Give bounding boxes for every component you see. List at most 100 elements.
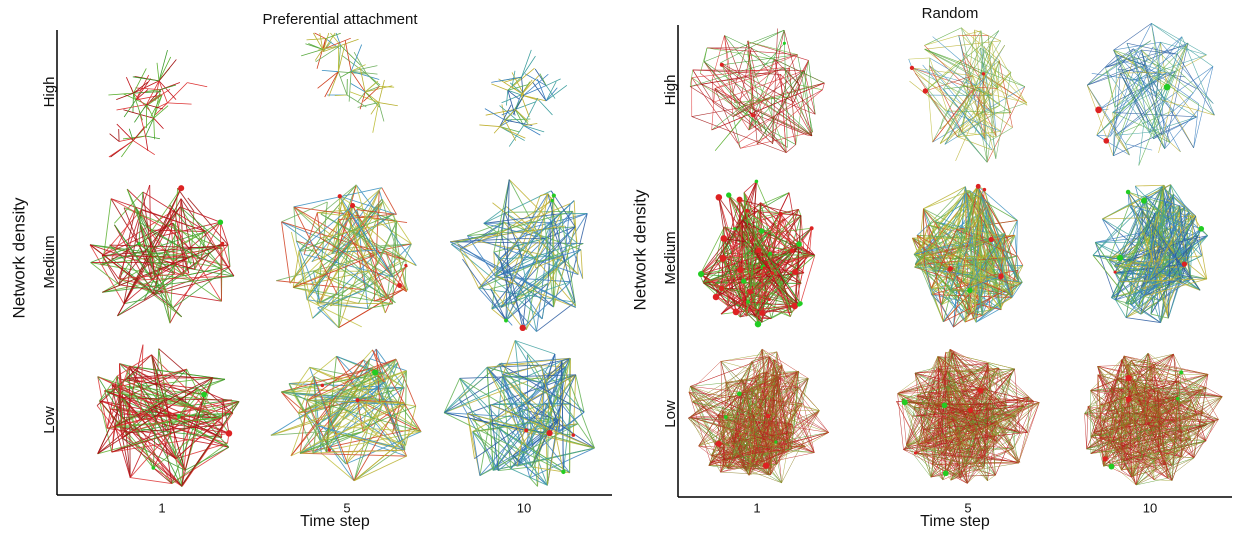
network-edge [1085,413,1087,448]
network-edge [301,49,323,55]
network-edge [923,187,965,209]
network-edge [133,127,145,141]
network-edge [1114,23,1152,50]
network-edge [960,475,995,476]
network-edge [307,39,326,40]
network-edge [576,375,584,412]
network-node [791,303,798,310]
network-node [328,448,331,451]
network-edge [996,72,1011,159]
network-node [745,209,749,213]
network-node [720,235,727,242]
network-edge [929,95,933,142]
network-edge [341,39,359,45]
network-node [137,242,140,245]
network-node [151,466,155,470]
network-node [771,271,775,275]
network-node [1117,255,1123,261]
network-node [404,264,407,267]
network-node [797,303,801,307]
network-edge [187,83,207,87]
network-edge [167,103,191,104]
network-edge [524,126,541,136]
network-node [713,294,720,301]
network-edge [462,259,506,320]
panel-title: Preferential attachment [262,11,418,28]
network-edge [1114,50,1215,115]
network-node [738,198,742,202]
network-edge [502,340,515,376]
network-edge [127,378,213,379]
network-node [1199,226,1205,232]
network-node [998,274,1004,280]
network-node [1141,198,1147,204]
network-node [201,392,207,398]
network-edge [741,361,752,379]
network-node [766,414,770,418]
network-edge [322,70,338,71]
network-node [751,113,755,117]
network-node [988,237,993,242]
network-edge [1135,185,1164,186]
network-edge [909,58,930,59]
network-node [716,441,722,447]
network-node [1109,464,1115,470]
network-node [755,321,761,327]
network-edge [1097,73,1121,135]
network-edge [293,251,299,287]
row-label: Low [41,406,58,434]
network-edge [715,89,812,136]
network-edge [506,90,507,105]
network-node [914,451,917,454]
network-edge [1194,66,1213,147]
network-edge [823,83,825,90]
network-edge [119,285,221,302]
network-edge [999,61,1012,128]
network-edge [713,35,725,78]
network-edge [522,56,536,77]
network-edge [126,77,133,93]
network-edge [1098,374,1208,375]
network-edge [161,85,176,90]
network-node [372,369,378,375]
network-node [902,399,908,405]
network-node [1114,271,1117,274]
network-node [733,309,740,316]
network-node [724,415,728,419]
network-edge [338,72,347,95]
network-edge [721,472,771,475]
network-node [524,428,528,432]
network-node [218,220,223,225]
network-node [698,271,704,277]
network-edge [1017,220,1018,256]
network-edge [379,103,384,122]
network-edge [109,141,133,157]
network-node [177,415,181,419]
network-node [221,242,224,245]
network-edge [956,61,1000,161]
network-edge [724,35,734,102]
network-edge [757,71,804,144]
network-edge [133,93,149,110]
network-node [768,252,772,256]
network-node [1126,190,1130,194]
network-edge [485,109,505,120]
network-node [716,194,723,201]
network-node [790,248,795,253]
network-node [967,288,972,293]
network-edge [276,252,385,281]
network-edge [1087,55,1117,85]
network-node [943,470,949,476]
network-edge [757,90,822,144]
network-node [355,398,359,402]
network-node [737,391,742,396]
network-node [726,192,731,197]
network-node [551,199,554,202]
row-label: High [41,77,58,108]
network-edge [1106,41,1151,68]
network-node [968,408,973,413]
network-node [748,289,753,294]
network-edge [1172,458,1194,465]
network-node [1126,375,1132,381]
network-edge [713,78,714,102]
